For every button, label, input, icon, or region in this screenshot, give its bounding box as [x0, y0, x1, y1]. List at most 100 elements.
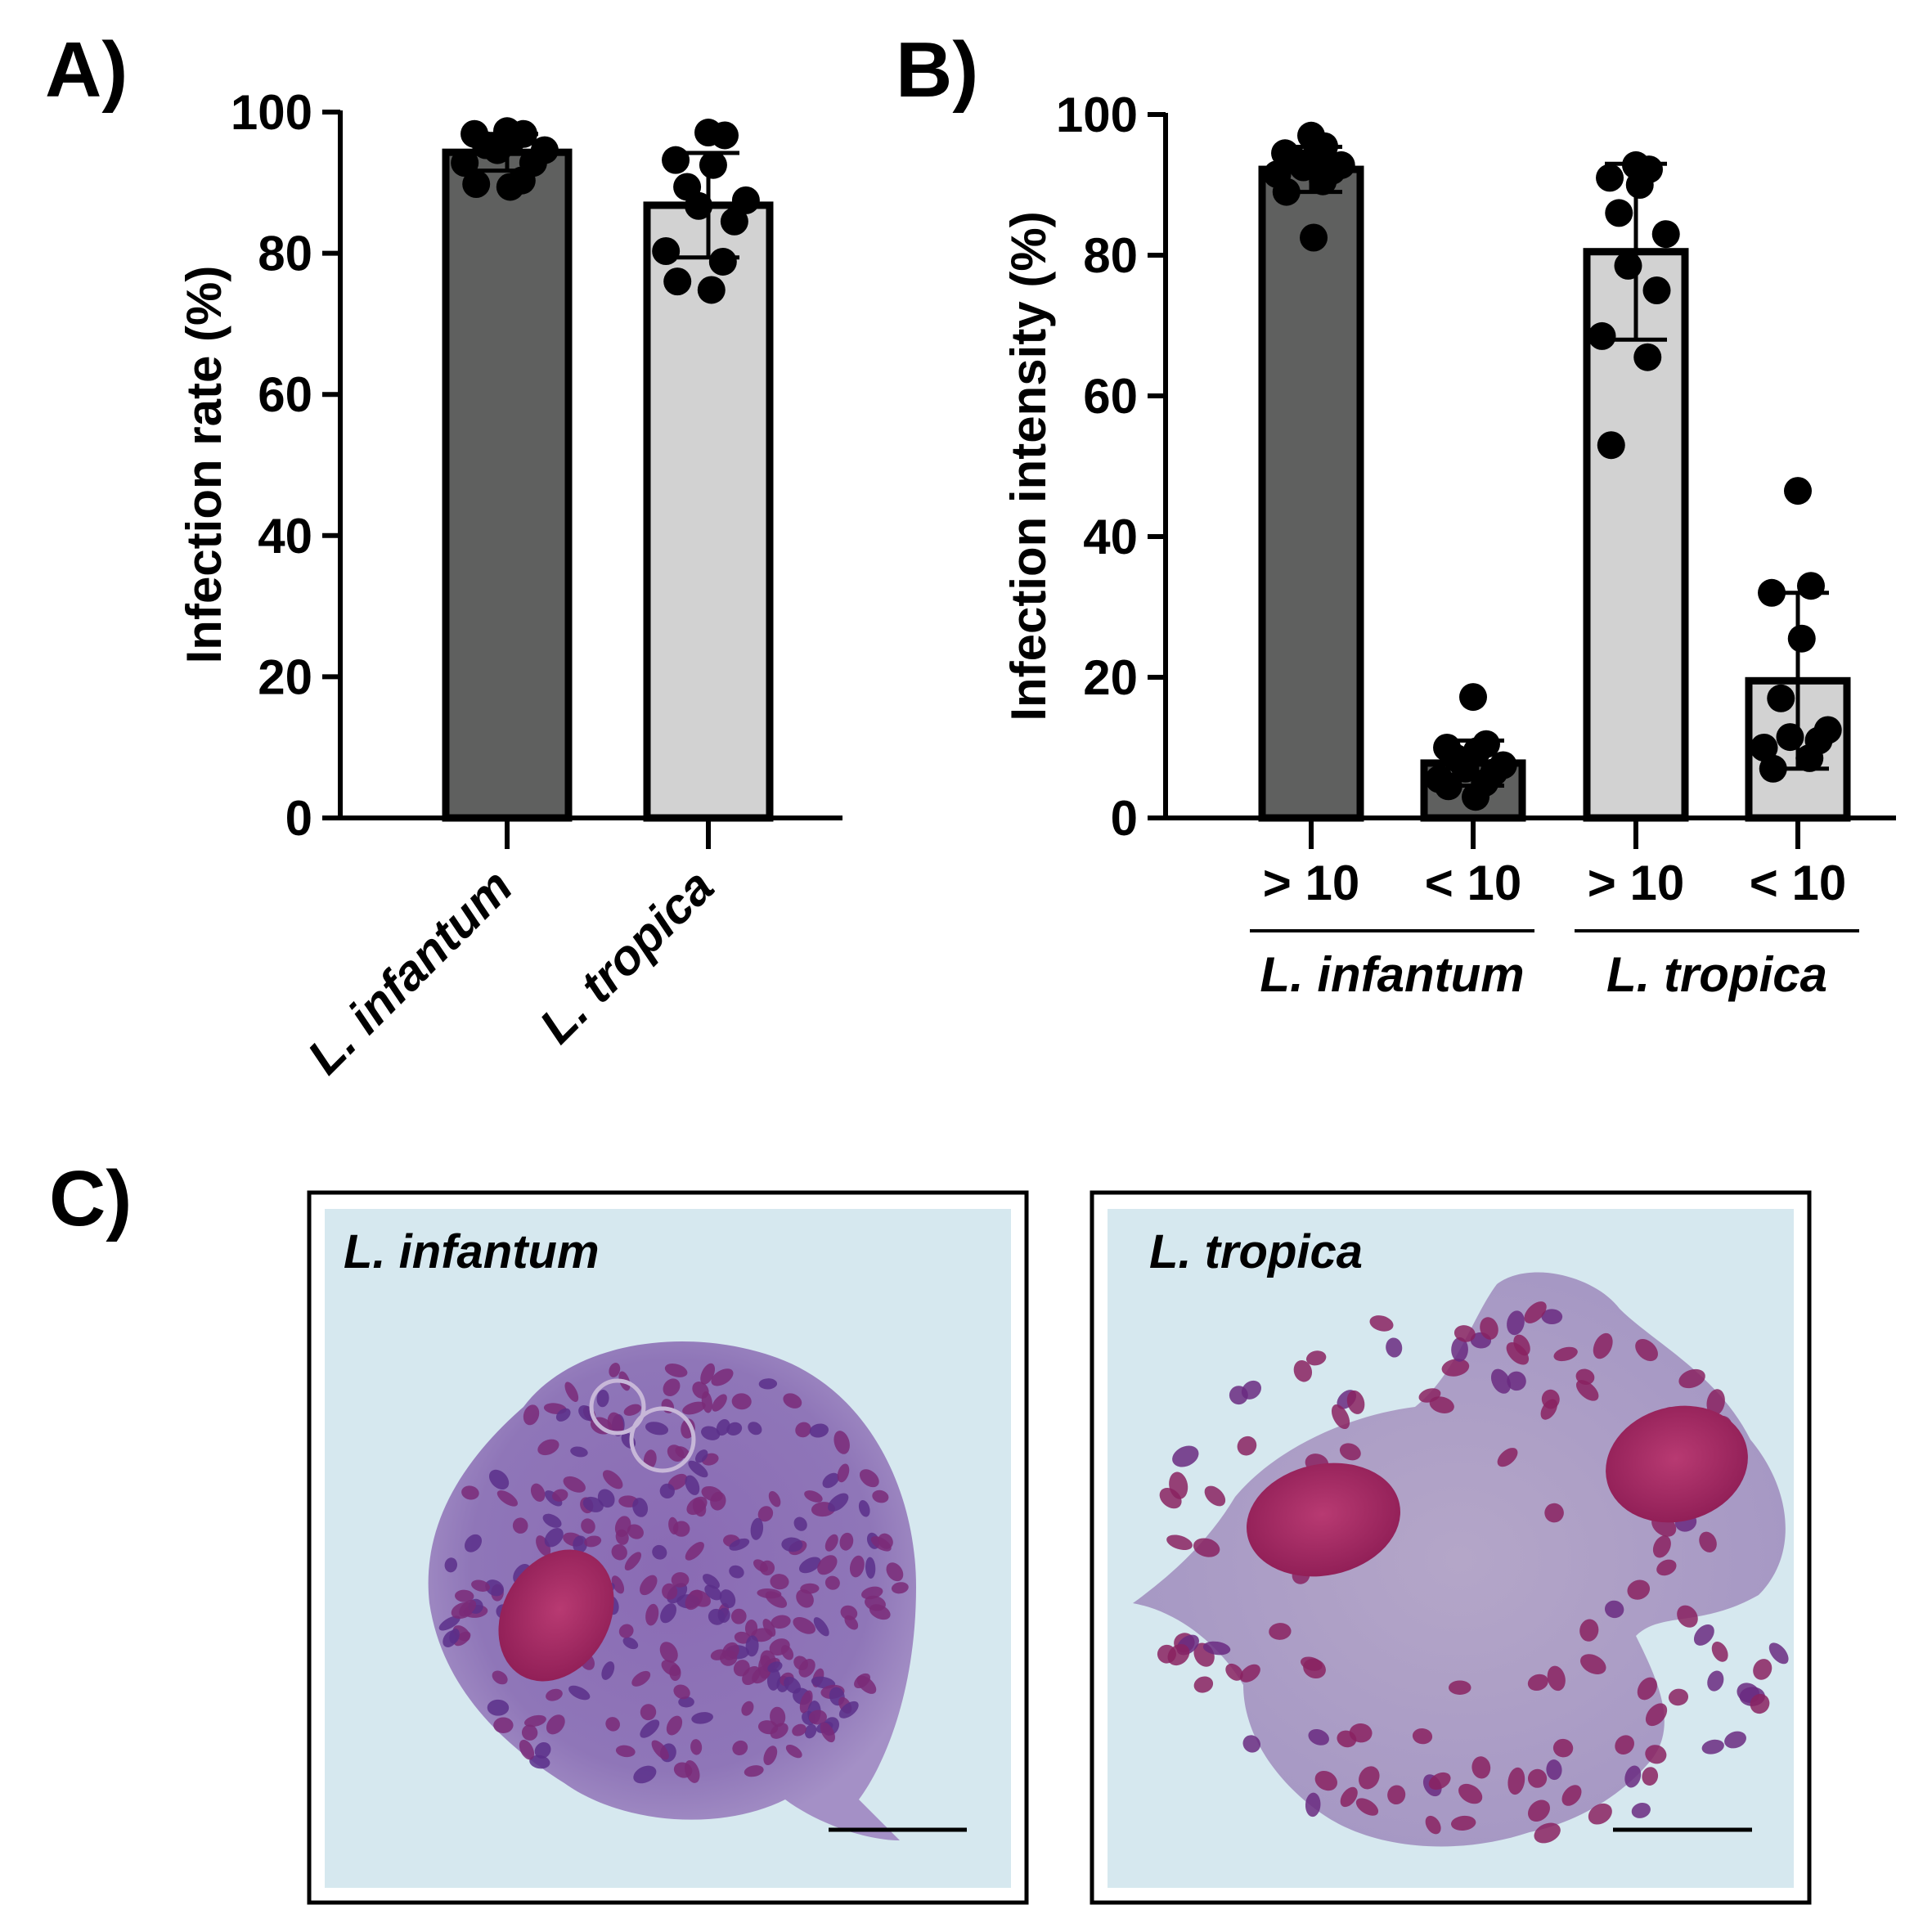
chart-a-data-point	[685, 191, 713, 220]
chart-b-data-point	[1605, 199, 1633, 227]
chart-a-data-point	[483, 136, 512, 164]
chart-b-data-point	[1596, 164, 1624, 192]
amastigote	[870, 1536, 892, 1552]
amastigote	[523, 1404, 540, 1426]
amastigote	[1412, 1728, 1433, 1745]
amastigote	[731, 1393, 752, 1410]
amastigote	[1656, 1559, 1677, 1576]
chart-a-y-tick-label: 60	[258, 367, 312, 422]
amastigote	[804, 1723, 817, 1739]
amastigote	[692, 1498, 707, 1517]
chart-b-bar	[1258, 165, 1364, 822]
amastigote	[555, 1408, 571, 1422]
amastigote	[623, 1404, 641, 1416]
chart-b-data-point	[1784, 477, 1812, 505]
amastigote	[1635, 1338, 1658, 1362]
chart-b-data-point	[1451, 754, 1480, 783]
amastigote	[660, 1603, 676, 1624]
amastigote	[1642, 1767, 1659, 1786]
chart-a-y-tick-label: 0	[285, 791, 312, 846]
amastigote	[615, 1745, 636, 1758]
amastigote	[692, 1382, 709, 1399]
amastigote	[546, 1688, 563, 1701]
amastigote	[770, 1706, 786, 1728]
amastigote	[691, 1712, 713, 1724]
amastigote	[1693, 1624, 1714, 1646]
amastigote	[688, 1460, 708, 1478]
amastigote	[685, 1542, 704, 1561]
amastigote	[1604, 1600, 1624, 1619]
amastigote	[1490, 1368, 1511, 1394]
amastigote	[1724, 1731, 1746, 1749]
chart-a-data-point	[710, 121, 739, 150]
amastigote	[1507, 1310, 1525, 1336]
amastigote	[645, 1603, 659, 1626]
amastigote	[717, 1607, 730, 1623]
chart-a-y-tick-label: 100	[231, 85, 312, 140]
amastigote	[792, 1723, 806, 1737]
amastigote	[783, 1393, 802, 1409]
amastigote	[1240, 1664, 1260, 1683]
amastigote	[1172, 1445, 1199, 1467]
chart-a-data-point	[451, 149, 479, 177]
amastigote	[1237, 1436, 1257, 1456]
amastigote	[1753, 1659, 1772, 1680]
micrograph-tropica-label: L. tropica	[1149, 1225, 1363, 1278]
amastigote	[820, 1722, 835, 1743]
amastigote	[1425, 1815, 1441, 1835]
amastigote	[1355, 1798, 1379, 1816]
micrograph-tropica: L. tropica	[1090, 1190, 1812, 1905]
amastigote	[1527, 1768, 1548, 1788]
amastigote	[712, 1394, 727, 1412]
amastigote	[673, 1762, 693, 1778]
amastigote	[741, 1701, 754, 1716]
amastigote	[1331, 1404, 1350, 1430]
amastigote	[1441, 1359, 1470, 1377]
amastigote	[1631, 1802, 1651, 1818]
amastigote	[767, 1661, 783, 1673]
amastigote	[700, 1363, 716, 1385]
amastigote	[1359, 1766, 1380, 1790]
chart-a-data-point	[720, 207, 748, 236]
amastigote	[581, 1518, 595, 1534]
amastigote	[1645, 1745, 1667, 1764]
chart-b-group-label: L. infantum	[1260, 947, 1524, 1002]
amastigote	[596, 1390, 609, 1408]
chart-b-data-point	[1614, 251, 1642, 280]
amastigote	[732, 1740, 748, 1755]
chart-b-data-point	[1588, 321, 1616, 350]
chart-b-category-label: > 10	[1588, 856, 1684, 910]
amastigote	[530, 1483, 546, 1502]
amastigote	[519, 1739, 535, 1760]
chart-b-group-label: L. tropica	[1606, 947, 1827, 1002]
amastigote	[1480, 1317, 1498, 1340]
amastigote	[640, 1704, 657, 1721]
amastigote	[1429, 1396, 1454, 1413]
amastigote	[704, 1584, 722, 1601]
amastigote	[485, 1579, 505, 1597]
amastigote	[671, 1572, 690, 1588]
panel-b-letter: B)	[896, 26, 978, 114]
amastigote	[748, 1422, 762, 1436]
chart-b-data-point	[1459, 683, 1487, 712]
amastigote	[765, 1591, 788, 1608]
amastigote	[719, 1589, 736, 1609]
chart-b-category-label: > 10	[1263, 856, 1359, 910]
amastigote	[685, 1589, 703, 1611]
amastigote	[534, 1741, 551, 1759]
amastigote	[861, 1586, 883, 1600]
chart-b-y-tick-label: 60	[1083, 369, 1138, 424]
chart-a-data-point	[699, 151, 727, 179]
chart-a-data-point	[462, 170, 491, 199]
amastigote	[1229, 1386, 1248, 1405]
amastigote	[869, 1604, 891, 1620]
amastigote	[822, 1472, 839, 1489]
amastigote	[796, 1589, 814, 1608]
chart-a-data-point	[697, 276, 726, 304]
chart-b-data-point	[1795, 744, 1824, 772]
amastigote	[1701, 1739, 1724, 1755]
amastigote	[1308, 1728, 1329, 1746]
amastigote	[542, 1513, 562, 1528]
panel-c-letter: C)	[49, 1155, 132, 1242]
amastigote	[1593, 1332, 1613, 1359]
